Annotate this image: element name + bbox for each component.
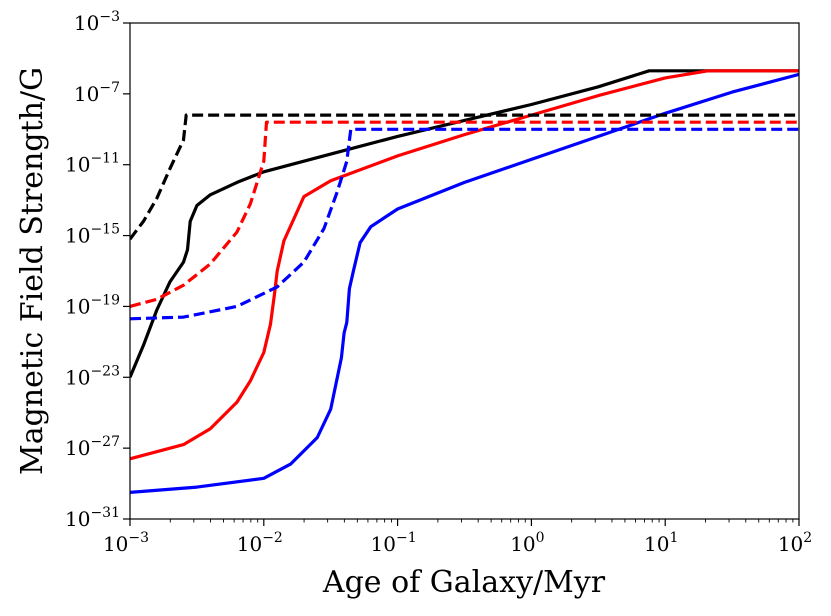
series-line-black-dashed (130, 113, 799, 241)
x-axis-title: Age of Galaxy/Myr (322, 565, 606, 600)
y-axis-title: Magnetic Field Strength/G (15, 67, 50, 475)
y-tick-label: 10−7 (74, 80, 120, 106)
series-line-blue-dashed (130, 127, 799, 321)
y-tick-label: 10−11 (65, 151, 120, 177)
plot-frame (129, 22, 800, 520)
x-tick-label: 101 (644, 530, 678, 556)
y-tick-label: 10−3 (74, 9, 120, 35)
x-tick-label: 100 (510, 530, 544, 556)
series-line-black-solid (130, 69, 799, 378)
series-line-red-solid (130, 69, 799, 461)
series-layer (130, 69, 799, 494)
x-tick-label: 10−2 (237, 530, 283, 556)
ticks-layer: 10−3 10−2 10−1 100 101 102 10−3 10−7 10−11 10−15 1… (65, 9, 812, 556)
y-tick-label: 10−19 (65, 292, 120, 318)
x-tick-label: 10−1 (371, 530, 417, 556)
x-tick-label: 102 (778, 530, 812, 556)
x-tick-label: 10−3 (103, 530, 149, 556)
y-tick-label: 10−31 (65, 505, 120, 531)
y-tick-label: 10−23 (65, 363, 120, 389)
series-line-blue-solid (130, 72, 799, 494)
y-tick-label: 10−15 (65, 222, 120, 248)
y-tick-label: 10−27 (65, 434, 120, 460)
series-line-red-dashed (130, 120, 799, 308)
